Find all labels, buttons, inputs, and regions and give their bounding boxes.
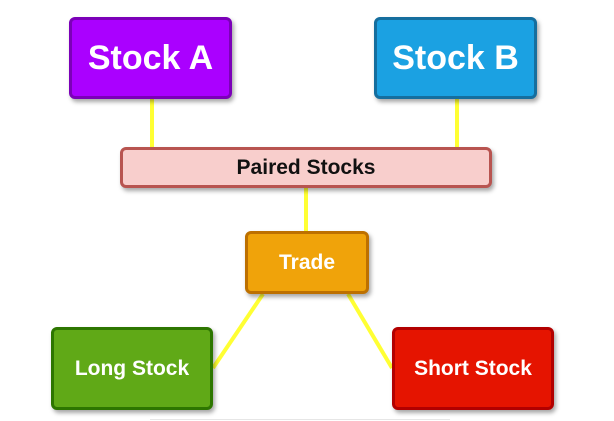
short-stock-label: Short Stock — [414, 356, 532, 380]
long-stock-node: Long Stock — [51, 327, 213, 410]
stock-a-label: Stock A — [87, 38, 214, 77]
stock-a-node: Stock A — [69, 17, 232, 99]
trade-label: Trade — [278, 250, 336, 274]
long-stock-label: Long Stock — [74, 356, 190, 380]
paired-stocks-label: Paired Stocks — [236, 155, 376, 179]
connector-trade-to-long — [211, 292, 265, 370]
bottom-divider — [150, 419, 450, 420]
short-stock-node: Short Stock — [392, 327, 554, 410]
stock-b-node: Stock B — [374, 17, 537, 99]
stock-b-label: Stock B — [392, 38, 519, 77]
paired-stocks-node: Paired Stocks — [120, 147, 492, 188]
trade-node: Trade — [245, 231, 369, 294]
connector-trade-to-short — [346, 292, 394, 370]
